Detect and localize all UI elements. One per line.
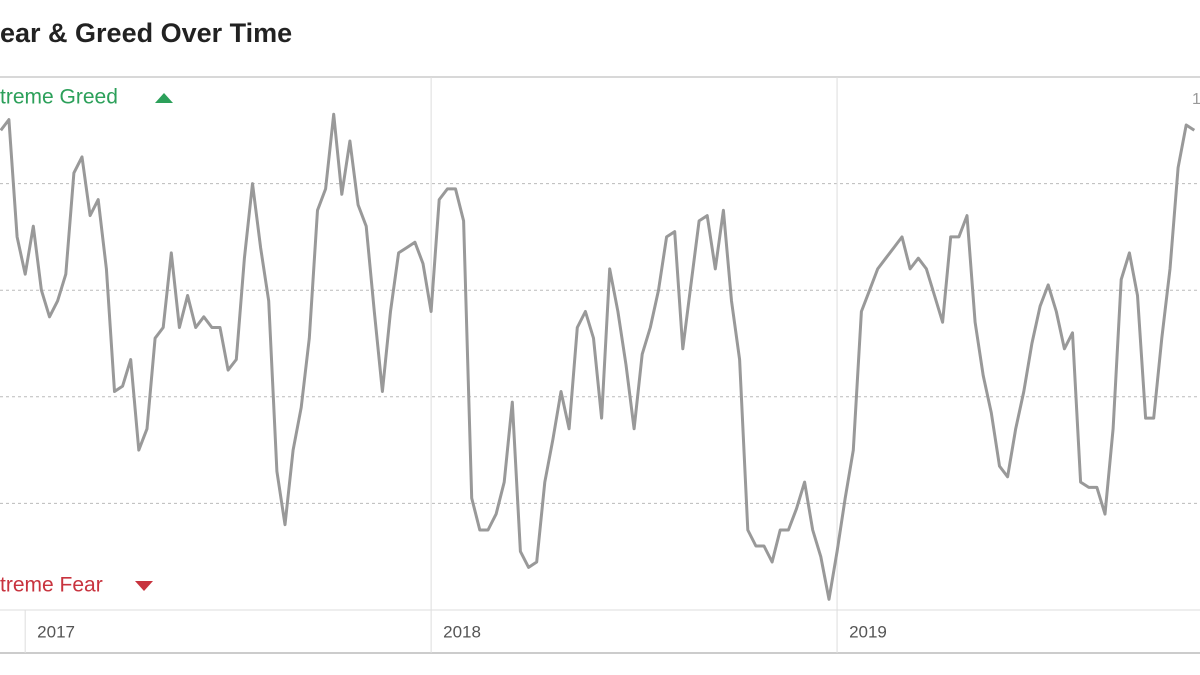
down-arrow bbox=[135, 581, 153, 591]
up-arrow bbox=[155, 93, 173, 103]
x-tick-label: 2019 bbox=[849, 622, 887, 641]
greed-label: treme Greed bbox=[0, 86, 118, 109]
series-line bbox=[0, 112, 1196, 601]
grid: 2017 2018 2019 bbox=[0, 77, 1200, 653]
fear-label: treme Fear bbox=[0, 574, 103, 597]
x-tick-label: 2017 bbox=[37, 622, 75, 641]
axis-label-partial: 1 bbox=[1192, 91, 1200, 108]
x-tick-label: 2018 bbox=[443, 622, 481, 641]
chart-title: ear & Greed Over Time bbox=[0, 18, 292, 48]
plot bbox=[0, 112, 1196, 601]
